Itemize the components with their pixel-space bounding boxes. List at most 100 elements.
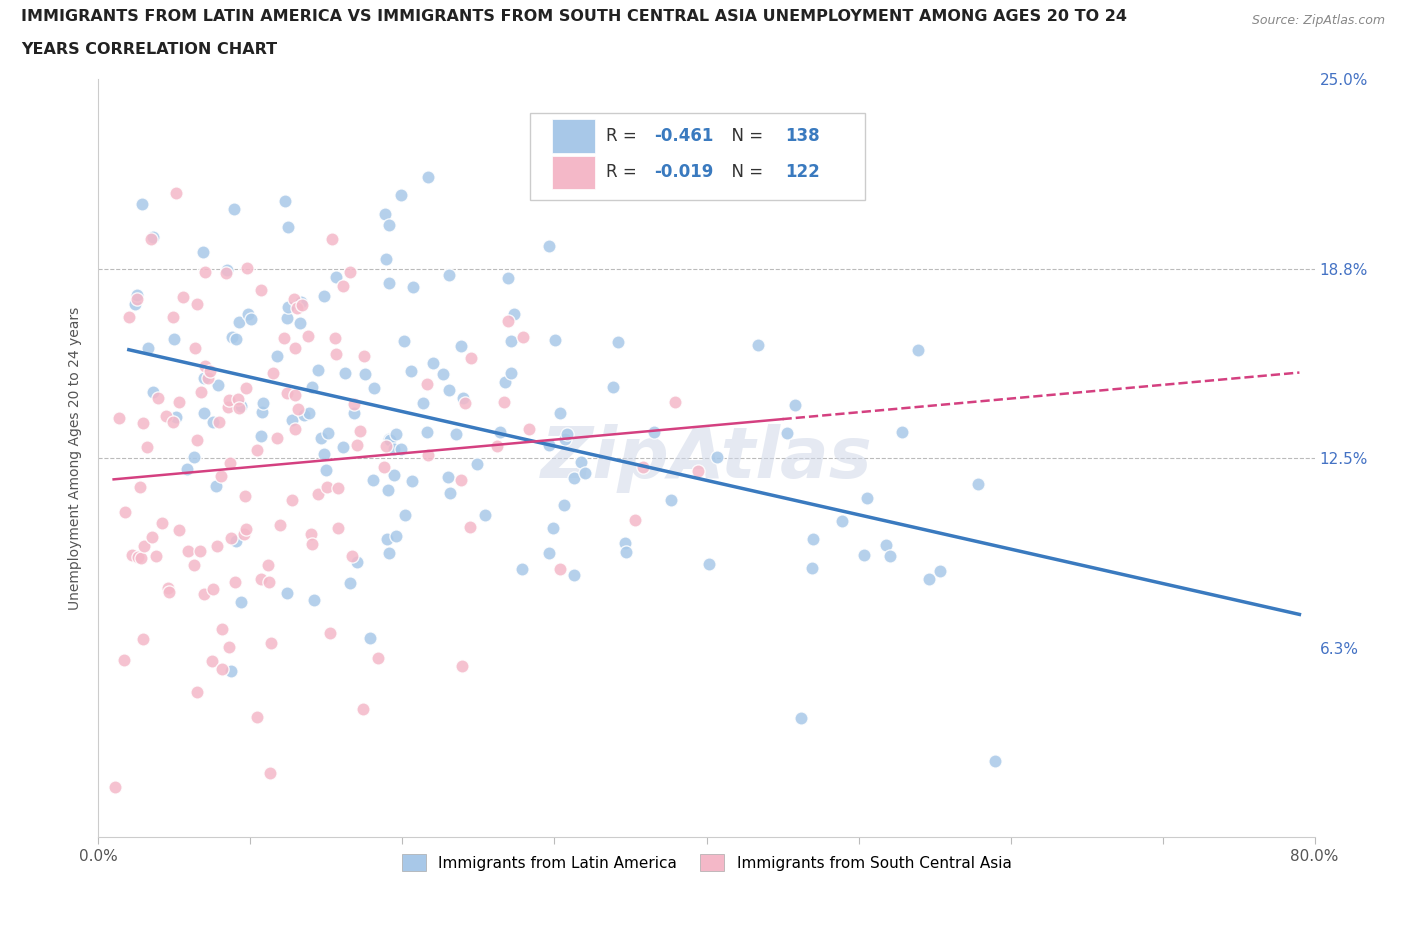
- Point: [352, 701, 374, 716]
- Point: [165, 186, 187, 201]
- Point: [150, 516, 173, 531]
- Point: [548, 562, 571, 577]
- Point: [142, 230, 165, 245]
- Point: [384, 468, 406, 483]
- Point: [801, 560, 824, 575]
- Point: [291, 298, 314, 312]
- Point: [499, 334, 522, 349]
- Point: [783, 398, 806, 413]
- Point: [157, 584, 180, 599]
- Point: [346, 437, 368, 452]
- Point: [288, 316, 311, 331]
- Point: [437, 267, 460, 282]
- Point: [239, 312, 262, 326]
- Point: [186, 297, 208, 312]
- Point: [385, 528, 408, 543]
- Point: [163, 332, 186, 347]
- Point: [250, 283, 273, 298]
- Point: [132, 416, 155, 431]
- Point: [183, 558, 205, 573]
- Point: [374, 251, 396, 266]
- Point: [269, 518, 291, 533]
- Point: [418, 169, 440, 184]
- Point: [228, 401, 250, 416]
- Point: [250, 405, 273, 419]
- Point: [236, 260, 259, 275]
- Point: [229, 399, 252, 414]
- Point: [226, 392, 249, 406]
- Point: [613, 535, 636, 550]
- Point: [537, 545, 560, 560]
- Point: [918, 571, 941, 586]
- Point: [108, 410, 131, 425]
- Point: [208, 415, 231, 430]
- Point: [124, 297, 146, 312]
- Point: [162, 310, 184, 325]
- Point: [197, 370, 219, 385]
- Text: 122: 122: [786, 164, 820, 181]
- Point: [145, 549, 167, 564]
- Point: [266, 349, 288, 364]
- Point: [191, 245, 214, 259]
- Point: [276, 386, 298, 401]
- Point: [377, 432, 399, 446]
- Point: [194, 358, 217, 373]
- Point: [283, 292, 305, 307]
- Point: [276, 586, 298, 601]
- Point: [131, 196, 153, 211]
- Legend: Immigrants from Latin America, Immigrants from South Central Asia: Immigrants from Latin America, Immigrant…: [394, 846, 1019, 879]
- Point: [104, 780, 127, 795]
- Point: [172, 289, 194, 304]
- Text: YEARS CORRELATION CHART: YEARS CORRELATION CHART: [21, 42, 277, 57]
- Point: [276, 311, 298, 325]
- Point: [451, 391, 474, 405]
- Point: [259, 765, 281, 780]
- Point: [215, 265, 238, 280]
- Point: [432, 366, 454, 381]
- Point: [219, 531, 242, 546]
- Point: [339, 264, 361, 279]
- Point: [249, 572, 271, 587]
- Point: [323, 331, 346, 346]
- Point: [246, 443, 269, 458]
- Point: [326, 481, 349, 496]
- Point: [496, 313, 519, 328]
- Point: [602, 379, 624, 394]
- Point: [280, 492, 302, 507]
- Point: [132, 631, 155, 646]
- Point: [538, 238, 561, 253]
- Point: [489, 424, 512, 439]
- Point: [401, 473, 423, 488]
- Point: [394, 333, 416, 348]
- Point: [162, 414, 184, 429]
- Point: [544, 333, 567, 348]
- Point: [229, 594, 252, 609]
- Point: [246, 710, 269, 724]
- Point: [155, 408, 177, 423]
- Point: [262, 365, 284, 380]
- Point: [136, 340, 159, 355]
- Point: [363, 381, 385, 396]
- Point: [384, 442, 406, 457]
- Point: [907, 342, 929, 357]
- Point: [562, 471, 585, 485]
- Point: [377, 218, 399, 232]
- Point: [186, 684, 208, 699]
- Point: [141, 530, 163, 545]
- Point: [121, 547, 143, 562]
- Point: [228, 315, 250, 330]
- Point: [537, 437, 560, 452]
- Point: [562, 568, 585, 583]
- Point: [156, 580, 179, 595]
- Text: 138: 138: [786, 126, 820, 145]
- Point: [378, 275, 401, 290]
- Point: [194, 264, 217, 279]
- Point: [315, 462, 337, 477]
- Point: [252, 396, 274, 411]
- Point: [789, 711, 811, 725]
- Point: [389, 442, 412, 457]
- Point: [378, 546, 401, 561]
- Point: [259, 575, 281, 590]
- Point: [177, 543, 200, 558]
- Point: [496, 271, 519, 286]
